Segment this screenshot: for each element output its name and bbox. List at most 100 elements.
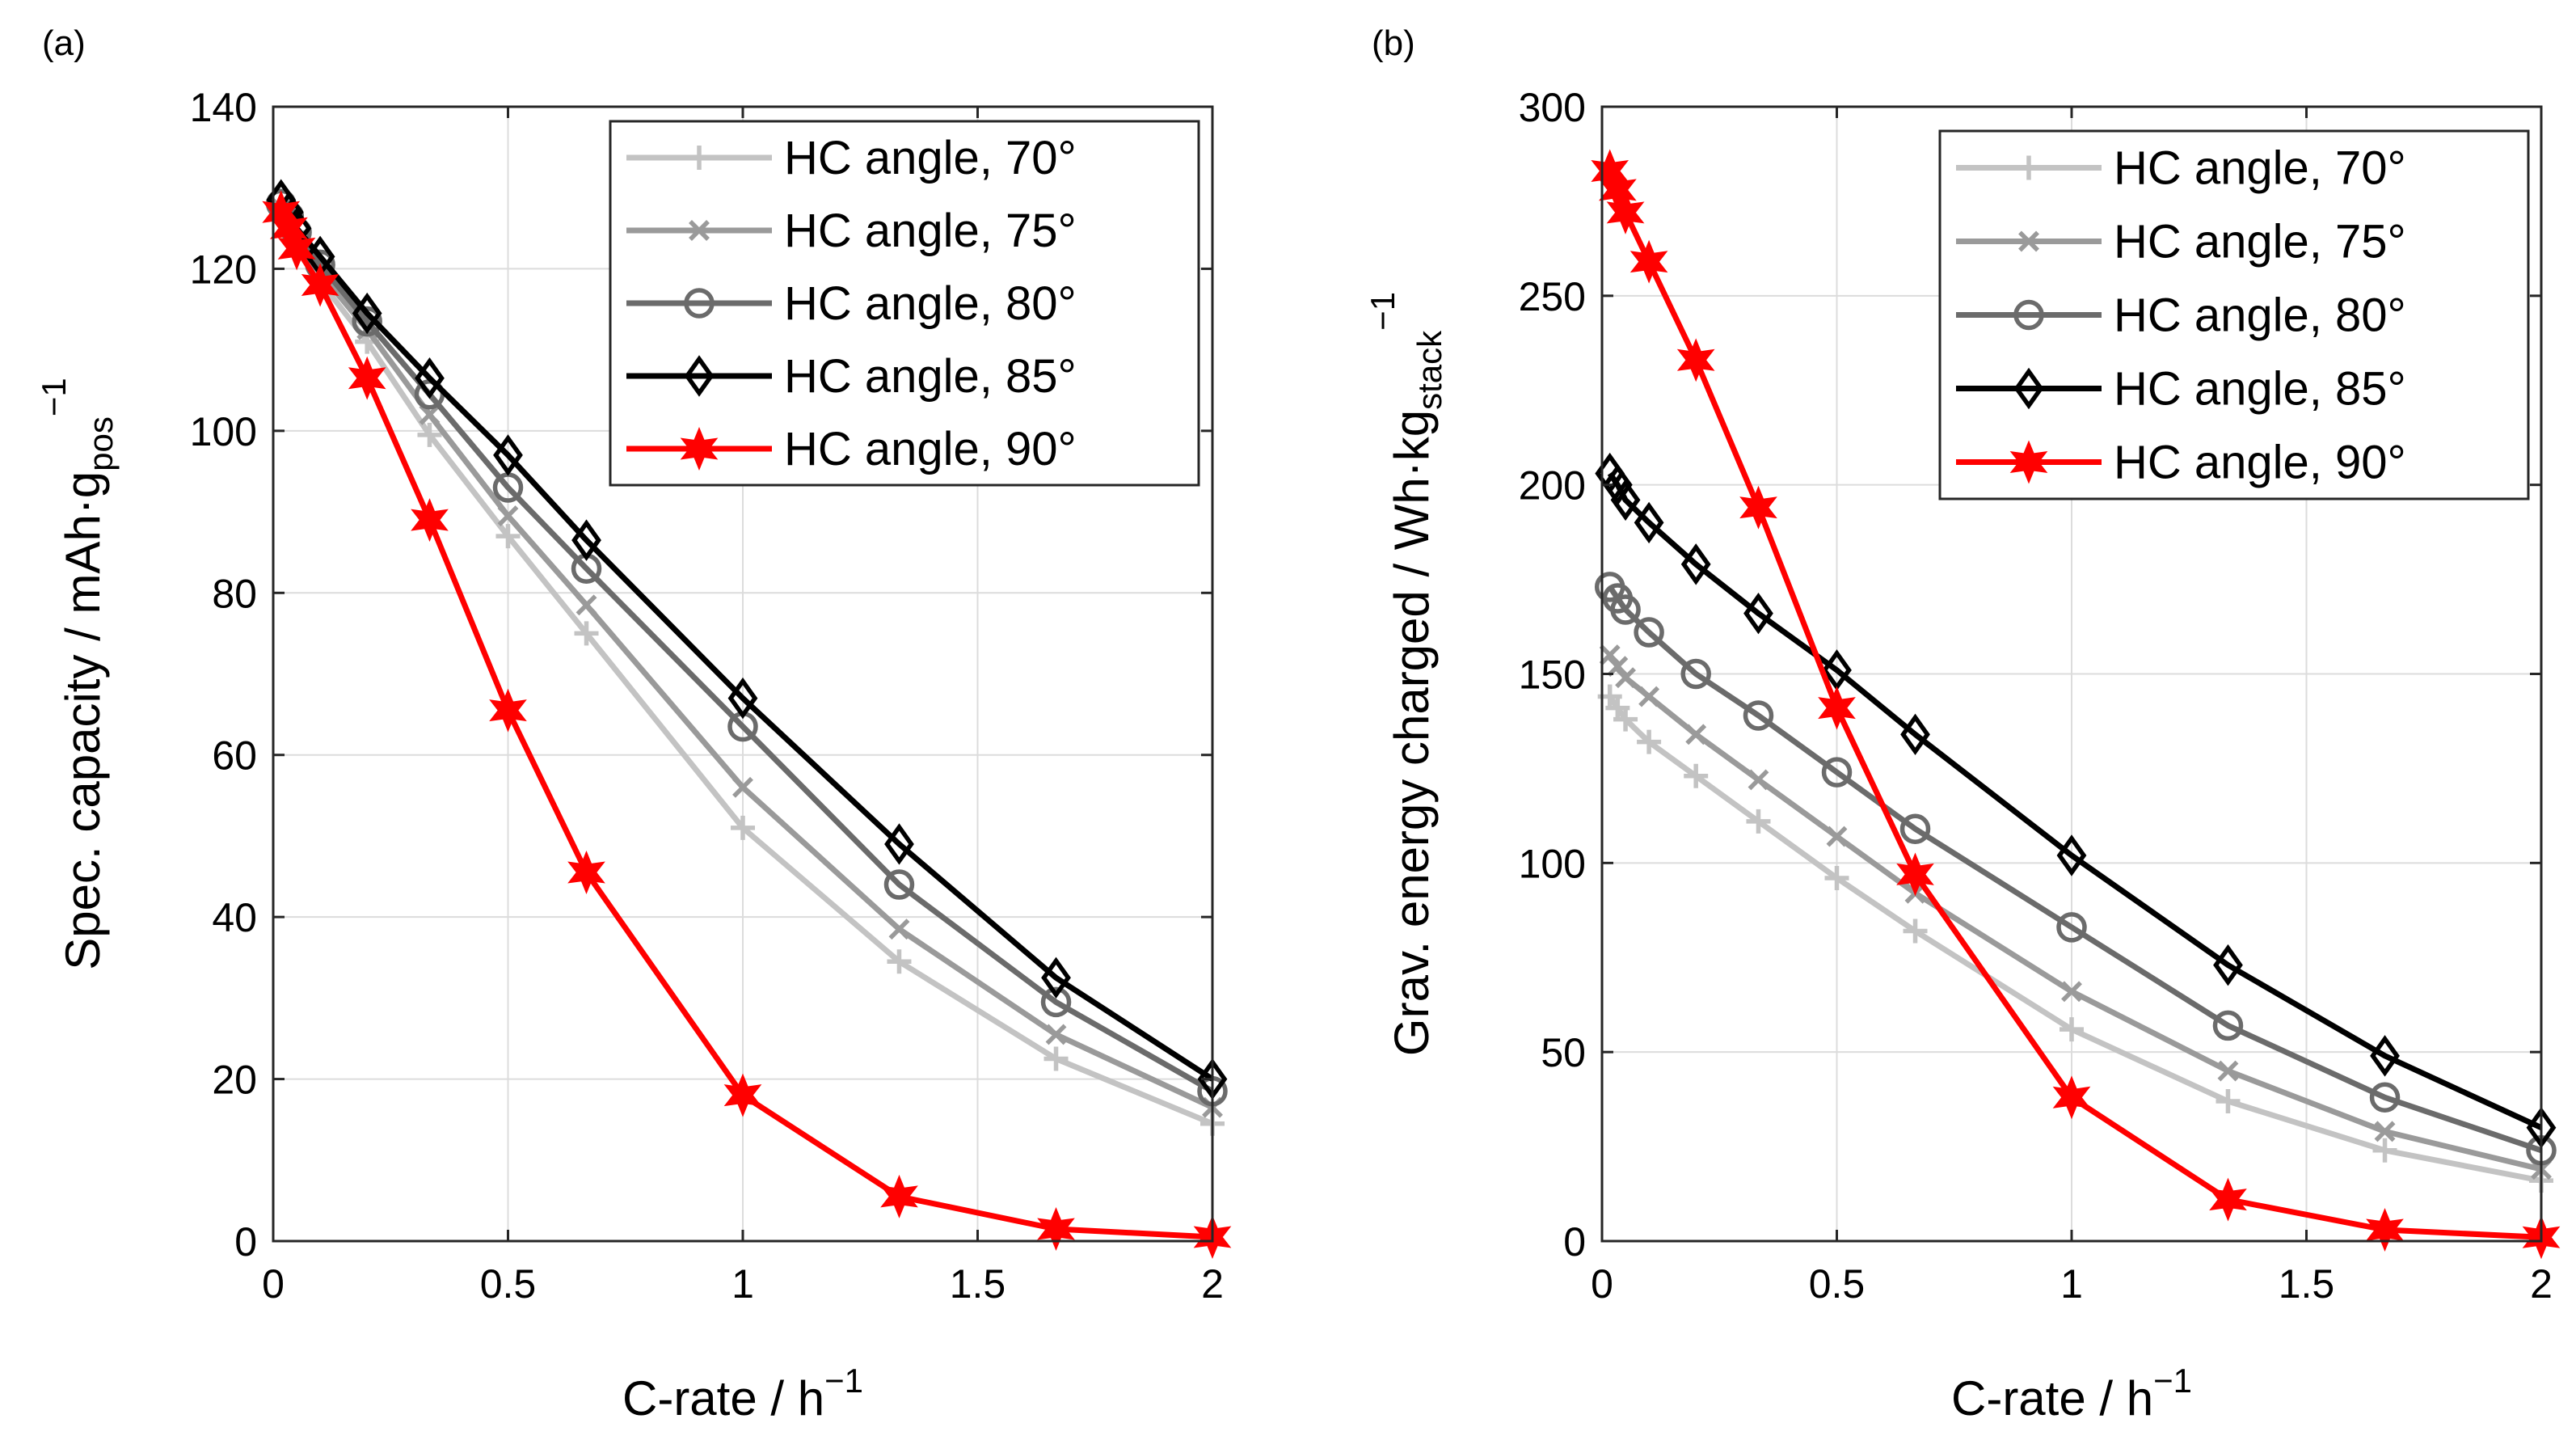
legend-entry: HC angle, 80°: [626, 277, 1077, 330]
legend-entry: HC angle, 70°: [1956, 142, 2406, 195]
legend-marker: [2018, 230, 2039, 252]
y-tick-label: 40: [212, 895, 257, 940]
x-tick-label: 1: [731, 1261, 754, 1307]
legend-entry: HC angle, 70°: [626, 132, 1077, 184]
data-point: [2060, 1017, 2084, 1042]
series-line: [1607, 471, 2543, 1130]
y-tick-label: 100: [1519, 841, 1586, 886]
legend-label: HC angle, 75°: [784, 205, 1077, 257]
legend-entry: HC angle, 85°: [1956, 363, 2406, 416]
data-point: [1045, 1024, 1067, 1045]
data-point: [723, 1073, 762, 1117]
data-point: [567, 851, 605, 894]
data-point: [1685, 724, 1707, 745]
data-point: [352, 306, 382, 337]
panel-label: (b): [1372, 23, 1415, 63]
data-point: [352, 292, 382, 335]
legend-marker: [2013, 367, 2044, 410]
data-point: [884, 823, 914, 865]
data-point: [497, 505, 519, 527]
y-tick-label: 300: [1519, 85, 1586, 130]
legend-label: HC angle, 90°: [784, 423, 1077, 475]
data-point: [1638, 686, 1660, 707]
data-point: [888, 918, 910, 940]
data-point: [489, 688, 527, 733]
data-point: [417, 422, 442, 447]
data-point: [2370, 1035, 2400, 1077]
data-point: [301, 263, 339, 307]
x-tick-label: 1.5: [2279, 1261, 2335, 1307]
data-point: [2216, 1088, 2241, 1113]
data-point: [887, 949, 912, 974]
x-axis-label: C-rate / h−1: [1951, 1362, 2192, 1425]
data-point: [1743, 700, 1774, 731]
data-point: [1637, 729, 1662, 754]
series-1: [1599, 644, 2552, 1180]
data-point: [1821, 757, 1853, 788]
series-group: [1591, 149, 2561, 1260]
x-tick-label: 2: [2530, 1261, 2553, 1307]
legend-label: HC angle, 70°: [784, 132, 1077, 184]
data-point: [1634, 617, 1664, 648]
data-point: [1739, 485, 1777, 530]
data-point: [1629, 239, 1668, 284]
legend-entry: HC angle, 80°: [1956, 289, 2406, 342]
legend-marker: [684, 355, 715, 397]
legend-entry: HC angle, 90°: [626, 423, 1077, 475]
data-point: [1680, 543, 1711, 585]
x-tick-label: 0.5: [480, 1261, 537, 1307]
series-2: [1594, 572, 2557, 1166]
legend-label: HC angle, 90°: [2114, 437, 2406, 489]
y-tick-label: 50: [1541, 1030, 1586, 1075]
data-point: [1748, 769, 1769, 791]
data-point: [495, 524, 521, 549]
data-point: [411, 498, 449, 543]
legend-marker: [680, 427, 719, 471]
data-point: [574, 621, 599, 646]
legend-marker: [687, 146, 711, 170]
data-point: [1040, 986, 1072, 1018]
data-point: [2213, 944, 2243, 986]
y-axis-label: Spec. capacity / mAh·gpos−1: [35, 378, 120, 970]
y-tick-label: 250: [1519, 274, 1586, 319]
y-axis-label: Grav. energy charged / Wh·kgstack−1: [1364, 292, 1448, 1056]
data-point: [493, 434, 523, 476]
data-point: [883, 869, 915, 900]
data-point: [1037, 1207, 1075, 1251]
data-point: [1606, 190, 1645, 234]
data-point: [2372, 1138, 2397, 1163]
data-point: [1634, 501, 1664, 544]
data-point: [1900, 713, 1930, 756]
legend-entry: HC angle, 75°: [1956, 216, 2406, 268]
data-point: [1684, 763, 1709, 788]
ticks: 0 0.5 1 1.5 2 0 50 100 150 200 250 300: [1519, 85, 2553, 1307]
data-point: [880, 1174, 918, 1218]
panel-label: (a): [42, 23, 86, 63]
series-0: [1597, 684, 2553, 1193]
data-point: [2217, 1060, 2239, 1082]
legend-label: HC angle, 85°: [2114, 363, 2406, 416]
data-point: [1613, 707, 1638, 732]
y-tick-label: 140: [190, 85, 257, 130]
legend-label: HC angle, 80°: [784, 277, 1077, 330]
series-group: [262, 179, 1232, 1259]
data-point: [1041, 956, 1071, 999]
y-tick-label: 200: [1519, 463, 1586, 509]
data-point: [731, 815, 755, 840]
data-point: [1896, 852, 1934, 897]
y-tick-label: 20: [212, 1058, 257, 1103]
data-point: [1043, 1046, 1069, 1071]
data-point: [419, 403, 441, 425]
panel-b: (b) 0 0.5 1 1.5 2 0 50 100 150 200 250 300 C-rate / h…: [1364, 23, 2561, 1425]
data-point: [732, 776, 753, 798]
data-point: [1826, 826, 1848, 847]
legend: HC angle, 70° HC angle, 75° HC angle, 80° H…: [609, 120, 1200, 487]
legend-marker: [2017, 155, 2041, 180]
data-point: [1903, 918, 1928, 944]
data-point: [571, 519, 601, 561]
legend-label: HC angle, 75°: [2114, 216, 2406, 268]
y-tick-label: 0: [1563, 1219, 1586, 1265]
data-point: [277, 226, 316, 271]
y-tick-label: 60: [212, 733, 257, 779]
legend-entry: HC angle, 85°: [626, 350, 1077, 403]
